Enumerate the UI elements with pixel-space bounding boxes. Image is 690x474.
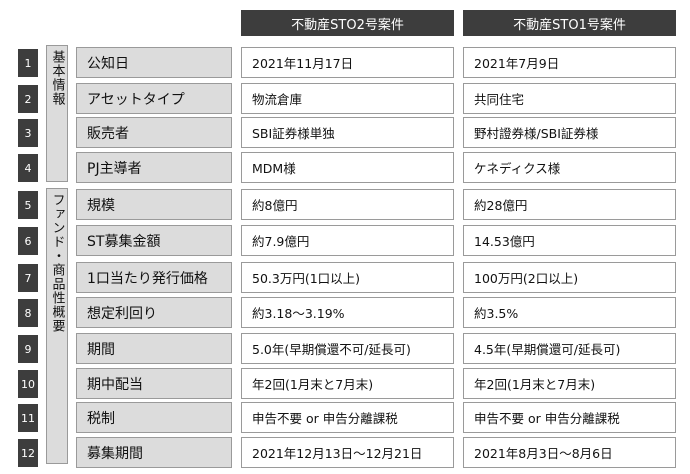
row-number: 2 <box>18 85 38 113</box>
cell-sto2: 5.0年(早期償還不可/延長可) <box>241 333 454 364</box>
group-fund-overview-label: ファンド・商品性概要 <box>49 193 65 333</box>
row-label: ST募集金額 <box>76 225 232 256</box>
cell-sto1: 年2回(1月末と7月末) <box>463 368 676 399</box>
cell-sto2: 約7.9億円 <box>241 225 454 256</box>
row-label: アセットタイプ <box>76 83 232 114</box>
column-header-sto2: 不動産STO2号案件 <box>241 10 454 36</box>
cell-sto1: 14.53億円 <box>463 225 676 256</box>
row-number: 3 <box>18 119 38 147</box>
cell-sto2: MDM様 <box>241 152 454 183</box>
row-number: 7 <box>18 264 38 292</box>
row-label: 期間 <box>76 333 232 364</box>
group-fund-overview: ファンド・商品性概要 <box>46 188 68 464</box>
row-label: 販売者 <box>76 117 232 148</box>
cell-sto1: 約28億円 <box>463 189 676 220</box>
row-label: 規模 <box>76 189 232 220</box>
cell-sto1: 申告不要 or 申告分離課税 <box>463 402 676 433</box>
row-number: 12 <box>18 439 38 467</box>
row-number: 5 <box>18 191 38 219</box>
row-label: PJ主導者 <box>76 152 232 183</box>
cell-sto2: 申告不要 or 申告分離課税 <box>241 402 454 433</box>
cell-sto1: 2021年7月9日 <box>463 47 676 78</box>
cell-sto1: 2021年8月3日～8月6日 <box>463 437 676 468</box>
column-header-sto1: 不動産STO1号案件 <box>463 10 676 36</box>
row-number: 6 <box>18 227 38 255</box>
cell-sto2: 2021年12月13日～12月21日 <box>241 437 454 468</box>
group-basic-info: 基本情報 <box>46 45 68 182</box>
cell-sto1: 共同住宅 <box>463 83 676 114</box>
row-number: 1 <box>18 49 38 77</box>
cell-sto2: 約8億円 <box>241 189 454 220</box>
cell-sto2: 2021年11月17日 <box>241 47 454 78</box>
cell-sto1: 100万円(2口以上) <box>463 262 676 293</box>
row-number: 4 <box>18 154 38 182</box>
cell-sto2: 50.3万円(1口以上) <box>241 262 454 293</box>
row-label: 1口当たり発行価格 <box>76 262 232 293</box>
cell-sto1: 4.5年(早期償還可/延長可) <box>463 333 676 364</box>
cell-sto2: SBI証券様単独 <box>241 117 454 148</box>
row-label: 税制 <box>76 402 232 433</box>
row-number: 10 <box>18 370 38 398</box>
row-label: 想定利回り <box>76 297 232 328</box>
row-label: 募集期間 <box>76 437 232 468</box>
row-number: 11 <box>18 404 38 432</box>
row-number: 8 <box>18 299 38 327</box>
row-number: 9 <box>18 335 38 363</box>
cell-sto2: 物流倉庫 <box>241 83 454 114</box>
cell-sto1: 野村證券様/SBI証券様 <box>463 117 676 148</box>
cell-sto2: 年2回(1月末と7月末) <box>241 368 454 399</box>
cell-sto1: ケネディクス様 <box>463 152 676 183</box>
row-label: 公知日 <box>76 47 232 78</box>
cell-sto1: 約3.5% <box>463 297 676 328</box>
cell-sto2: 約3.18～3.19% <box>241 297 454 328</box>
group-basic-info-label: 基本情報 <box>49 50 65 106</box>
row-label: 期中配当 <box>76 368 232 399</box>
